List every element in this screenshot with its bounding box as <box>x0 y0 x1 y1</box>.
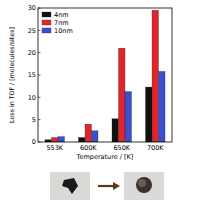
arrow-shaft <box>98 185 114 187</box>
bar <box>85 124 92 142</box>
image-strip <box>0 166 198 203</box>
bar <box>58 137 65 142</box>
y-tick-label: 5 <box>32 116 36 124</box>
y-tick-label: 20 <box>28 49 36 57</box>
bar <box>112 119 119 142</box>
particle-after <box>136 177 152 193</box>
bar <box>152 10 159 142</box>
y-tick <box>38 97 41 98</box>
bar <box>52 138 59 142</box>
x-tick-label: 650K <box>113 144 130 152</box>
root: 0 5 10 15 20 25 30 553K 600K 650K 700K Temperature … <box>0 0 198 203</box>
x-tick-label: 700K <box>147 144 164 152</box>
particle-after-core <box>138 179 146 187</box>
y-tick <box>38 75 41 76</box>
micrograph-before <box>50 172 90 200</box>
y-tick <box>38 30 41 31</box>
bars <box>45 10 165 142</box>
bar <box>159 71 166 142</box>
legend-swatch <box>42 20 51 25</box>
particle-before <box>62 178 78 194</box>
y-tick <box>38 142 41 143</box>
legend-swatch <box>42 12 51 17</box>
y-tick-label: 15 <box>28 71 36 79</box>
chart: 0 5 10 15 20 25 30 553K 600K 650K 700K Temperature … <box>0 0 198 203</box>
legend-label: 4nm <box>54 11 69 19</box>
bar <box>79 138 86 142</box>
y-tick <box>38 8 41 9</box>
micrograph-after <box>124 172 164 200</box>
x-axis-title: Temperature / [K] <box>76 153 134 161</box>
arrow-head <box>113 182 120 190</box>
legend-label: 10nm <box>54 27 73 35</box>
y-tick-label: 0 <box>32 138 36 146</box>
x-tick-label: 553K <box>46 144 63 152</box>
x-tick-label: 600K <box>80 144 97 152</box>
y-tick <box>38 119 41 120</box>
y-tick <box>38 52 41 53</box>
bar <box>146 87 153 142</box>
legend-swatch <box>42 28 51 33</box>
bar <box>119 48 126 142</box>
bar <box>125 92 132 142</box>
y-axis-title: Loss in TOF / [molecules/sites] <box>8 27 15 123</box>
y-tick-label: 10 <box>28 94 36 102</box>
bar <box>92 131 99 142</box>
y-tick-label: 30 <box>28 4 36 12</box>
y-tick-label: 25 <box>28 27 36 35</box>
legend-label: 7nm <box>54 19 69 27</box>
plot-frame <box>38 8 172 142</box>
